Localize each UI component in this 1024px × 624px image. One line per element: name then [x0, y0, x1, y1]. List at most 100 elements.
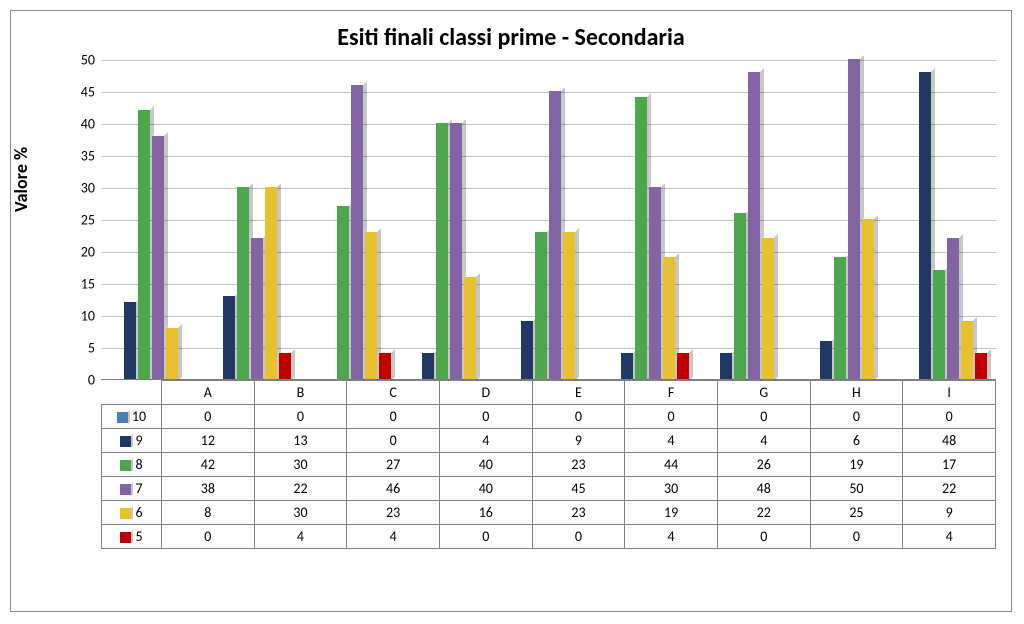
bar-wrap [521, 321, 533, 379]
data-cell: 26 [717, 453, 810, 477]
bar-wrap [663, 257, 675, 379]
bar-wrap [223, 296, 235, 379]
bar-wrap [450, 123, 462, 379]
bar [933, 270, 945, 379]
bar [279, 353, 291, 379]
bar [677, 353, 689, 379]
bar-wrap [975, 353, 987, 379]
bar-wrap [649, 187, 661, 379]
legend-cell: 7 [102, 477, 162, 501]
data-cell: 0 [254, 405, 347, 429]
y-tick: 10 [63, 308, 95, 325]
legend-cell: 10 [102, 405, 162, 429]
bar [521, 321, 533, 379]
data-cell: 48 [717, 477, 810, 501]
data-cell: 0 [717, 525, 810, 549]
chart-body: 05101520253035404550 [101, 60, 996, 380]
data-table: ABCDEFGHI1000000000091213049446488423027… [101, 380, 996, 549]
bar [734, 213, 746, 379]
data-cell: 9 [903, 501, 996, 525]
bar-wrap [748, 72, 760, 379]
data-cell: 4 [717, 429, 810, 453]
table-row: 7382246404530485022 [102, 477, 996, 501]
bar-wrap [834, 257, 846, 379]
bar [975, 353, 987, 379]
bar [621, 353, 633, 379]
bar [138, 110, 150, 379]
data-cell: 0 [347, 405, 440, 429]
bar-wrap [635, 97, 647, 379]
data-cell: 22 [903, 477, 996, 501]
legend-swatch [120, 484, 131, 495]
category-header: A [162, 381, 255, 405]
table-row: 5044004004 [102, 525, 996, 549]
bar [748, 72, 760, 379]
bar-group [897, 72, 996, 379]
bar [124, 302, 136, 379]
bar [862, 219, 874, 379]
data-cell: 0 [532, 525, 625, 549]
data-cell: 48 [903, 429, 996, 453]
bar-wrap [166, 328, 178, 379]
data-cell: 6 [810, 429, 903, 453]
legend-swatch [117, 412, 128, 423]
bar-group [200, 187, 299, 379]
legend-label: 10 [132, 408, 146, 425]
bar-wrap [124, 302, 136, 379]
data-cell: 4 [625, 429, 718, 453]
bar [251, 238, 263, 379]
bar-wrap [422, 353, 434, 379]
bar-wrap [621, 353, 633, 379]
data-cell: 44 [625, 453, 718, 477]
bar [379, 353, 391, 379]
data-cell: 40 [439, 453, 532, 477]
bar-wrap [152, 136, 164, 379]
bar-wrap [919, 72, 931, 379]
legend-label: 6 [135, 504, 142, 521]
data-cell: 30 [254, 453, 347, 477]
bar-group [698, 72, 797, 379]
bar [649, 187, 661, 379]
category-header: E [532, 381, 625, 405]
bar [820, 341, 832, 379]
data-cell: 23 [347, 501, 440, 525]
data-cell: 42 [162, 453, 255, 477]
bar [166, 328, 178, 379]
bar-group [101, 110, 200, 379]
legend-swatch [120, 508, 131, 519]
legend-cell: 8 [102, 453, 162, 477]
table-corner-cell [102, 381, 162, 405]
data-cell: 30 [254, 501, 347, 525]
bar-wrap [563, 232, 575, 379]
bar [237, 187, 249, 379]
data-cell: 0 [625, 405, 718, 429]
data-cell: 0 [347, 429, 440, 453]
y-tick: 5 [63, 340, 95, 357]
bar [635, 97, 647, 379]
y-tick: 30 [63, 180, 95, 197]
data-cell: 50 [810, 477, 903, 501]
bar-group [300, 85, 399, 379]
data-cell: 12 [162, 429, 255, 453]
data-cell: 0 [439, 525, 532, 549]
data-cell: 0 [717, 405, 810, 429]
table-header-row: ABCDEFGHI [102, 381, 996, 405]
data-cell: 45 [532, 477, 625, 501]
data-cell: 0 [532, 405, 625, 429]
category-header: C [347, 381, 440, 405]
chart-title: Esiti finali classi prime - Secondaria [11, 11, 1011, 60]
data-cell: 23 [532, 501, 625, 525]
bar-wrap [720, 353, 732, 379]
y-tick: 15 [63, 276, 95, 293]
bar-wrap [279, 353, 291, 379]
bar [549, 91, 561, 379]
category-header: F [625, 381, 718, 405]
bar-wrap [365, 232, 377, 379]
bar-wrap [947, 238, 959, 379]
bar-wrap [351, 85, 363, 379]
legend-swatch [120, 460, 131, 471]
data-cell: 46 [347, 477, 440, 501]
category-header: I [903, 381, 996, 405]
bar-wrap [961, 321, 973, 379]
plot-area: 05101520253035404550 [101, 60, 996, 380]
